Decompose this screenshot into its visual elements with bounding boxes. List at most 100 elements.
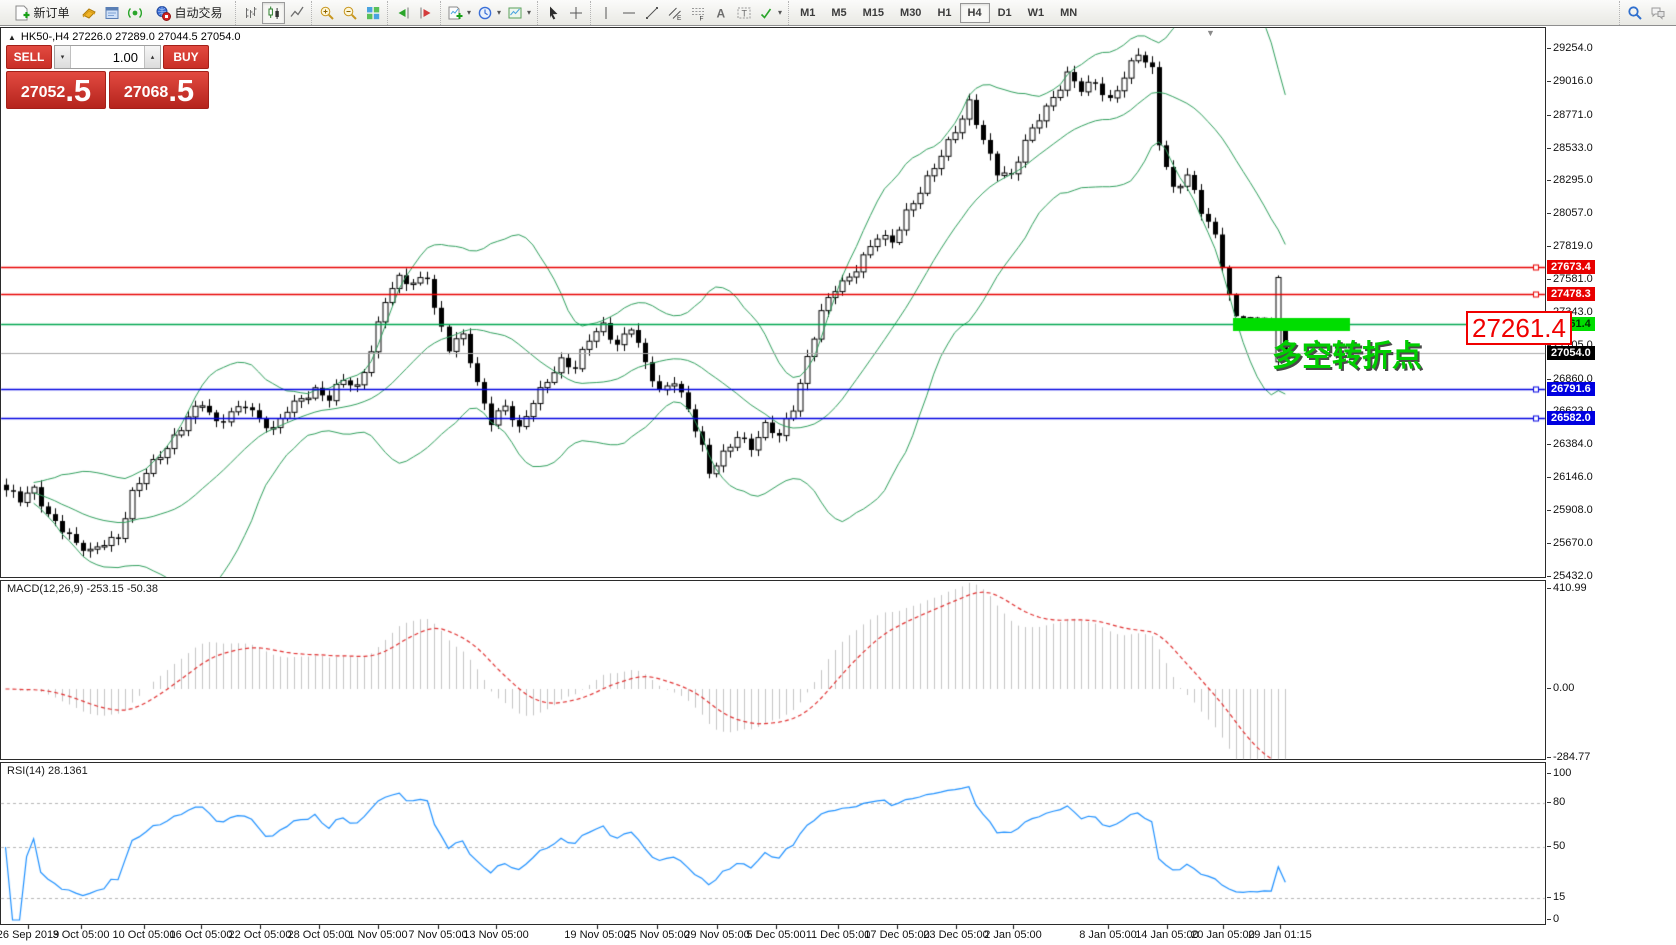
one-click-trade-panel: SELL ▾ 1.00 ▴ BUY 27052.5 27068.5	[6, 45, 209, 109]
toolbar-group-objects: E F A T ▾	[590, 0, 788, 25]
zoom-out-button[interactable]	[338, 2, 361, 24]
vertical-line-icon	[598, 5, 614, 21]
fibonacci-button[interactable]: F	[686, 2, 709, 24]
cursor-button[interactable]	[541, 2, 564, 24]
horizontal-line-button[interactable]	[617, 2, 640, 24]
candlestick-chart-button[interactable]	[262, 1, 285, 24]
auto-scroll-button[interactable]	[391, 2, 414, 24]
timeframe-button-H4[interactable]: H4	[959, 2, 990, 23]
chart-shift-marker-icon[interactable]: ▼	[1206, 28, 1215, 38]
bar-chart-icon	[243, 5, 259, 21]
equidistant-channel-button[interactable]: E	[663, 2, 686, 24]
big-price-annotation[interactable]: 27261.4	[1466, 311, 1572, 345]
market-watch-icon	[81, 5, 97, 21]
collapse-arrow-icon[interactable]: ▲	[8, 32, 16, 42]
level-price-tag: 27478.3	[1547, 287, 1595, 302]
text-button[interactable]: A	[709, 2, 732, 24]
tile-windows-button[interactable]	[361, 2, 384, 24]
toolbar: 新订单 自动交易	[0, 0, 1676, 26]
crosshair-button[interactable]	[564, 2, 587, 24]
buy-price-box[interactable]: 27068.5	[109, 71, 209, 109]
sell-price-box[interactable]: 27052.5	[6, 71, 106, 109]
line-chart-button[interactable]	[285, 2, 308, 24]
sell-price-big: .5	[65, 73, 92, 108]
tile-windows-icon	[365, 5, 381, 21]
zoom-in-icon	[319, 5, 335, 21]
trendline-icon	[644, 5, 660, 21]
zoom-in-button[interactable]	[315, 2, 338, 24]
indicators-button[interactable]: ▾	[444, 2, 474, 24]
indicators-icon	[447, 5, 463, 21]
toolbar-group-trade: 新订单 自动交易	[4, 1, 235, 25]
new-order-button[interactable]: 新订单	[7, 2, 77, 24]
timeframe-button-M30[interactable]: M30	[892, 3, 929, 23]
toolbar-group-cursor	[537, 0, 590, 25]
signals-button[interactable]	[123, 2, 146, 24]
autotrading-button[interactable]: 自动交易	[146, 2, 232, 24]
timeframe-button-M5[interactable]: M5	[823, 3, 854, 23]
level-price-tag: 27673.4	[1547, 260, 1595, 275]
vertical-line-button[interactable]	[594, 2, 617, 24]
buy-price-big: .5	[168, 73, 195, 108]
zoom-out-icon	[342, 5, 358, 21]
bar-chart-button[interactable]	[239, 2, 262, 24]
toolbar-group-chart-type	[235, 0, 311, 25]
macd-label: MACD(12,26,9) -253.15 -50.38	[7, 583, 159, 595]
periods-button[interactable]: ▾	[474, 2, 504, 24]
candlestick-chart-icon	[266, 5, 282, 21]
timeframe-button-M1[interactable]: M1	[792, 3, 823, 23]
toolbar-group-setup: ▾ ▾ ▾	[440, 0, 537, 25]
search-icon	[1627, 5, 1643, 21]
timeframe-button-M15[interactable]: M15	[855, 3, 892, 23]
timeframe-button-H1[interactable]: H1	[929, 3, 959, 23]
buy-price-small: 27068	[123, 84, 169, 101]
cursor-icon	[545, 5, 561, 21]
periods-caret-icon: ▾	[497, 8, 502, 17]
line-chart-icon	[289, 5, 305, 21]
volume-stepper: ▾ 1.00 ▴	[54, 45, 161, 69]
volume-increase-button[interactable]: ▴	[144, 46, 160, 68]
timeframe-button-MN[interactable]: MN	[1052, 3, 1085, 23]
trendline-button[interactable]	[640, 2, 663, 24]
autotrading-label: 自动交易	[174, 6, 223, 20]
chart-shift-icon	[418, 5, 434, 21]
rsi-label: RSI(14) 28.1361	[7, 765, 88, 777]
toolbar-group-scroll	[387, 0, 440, 25]
toolbar-group-right	[1619, 0, 1672, 25]
toolbar-group-timeframes: M1 M5 M15 M30 H1 H4 D1 W1 MN	[788, 0, 1088, 25]
templates-icon	[507, 5, 523, 21]
new-order-icon	[14, 5, 30, 21]
auto-scroll-icon	[395, 5, 411, 21]
new-order-label: 新订单	[33, 6, 70, 20]
level-price-tag: 26582.0	[1547, 411, 1595, 426]
text-label-icon: T	[736, 5, 752, 21]
symbol-header: ▲ HK50-,H4 27226.0 27289.0 27044.5 27054…	[8, 31, 241, 43]
current-price-tag: 27054.0	[1547, 345, 1595, 360]
toolbar-group-zoom	[311, 0, 387, 25]
svg-text:F: F	[699, 15, 703, 21]
search-button[interactable]	[1623, 2, 1646, 24]
chat-button[interactable]	[1646, 2, 1669, 24]
volume-decrease-button[interactable]: ▾	[55, 46, 71, 68]
market-watch-button[interactable]	[77, 2, 100, 24]
text-label-button[interactable]: T	[732, 2, 755, 24]
chat-icon	[1650, 5, 1666, 21]
crosshair-icon	[568, 5, 584, 21]
svg-text:A: A	[716, 6, 725, 20]
arrows-button[interactable]: ▾	[755, 2, 785, 24]
buy-button[interactable]: BUY	[163, 45, 209, 69]
turning-point-annotation[interactable]: 多空转折点	[1272, 340, 1422, 373]
templates-button[interactable]: ▾	[504, 2, 534, 24]
indicators-caret-icon: ▾	[467, 8, 472, 17]
equidistant-channel-icon: E	[667, 5, 683, 22]
volume-value[interactable]: 1.00	[112, 49, 138, 65]
timeframe-button-W1[interactable]: W1	[1020, 3, 1053, 23]
sell-button[interactable]: SELL	[6, 45, 52, 69]
chart-shift-button[interactable]	[414, 2, 437, 24]
signals-icon	[127, 5, 143, 21]
timeframe-button-D1[interactable]: D1	[990, 3, 1020, 23]
navigator-button[interactable]	[100, 2, 123, 24]
sell-price-small: 27052	[20, 84, 66, 101]
